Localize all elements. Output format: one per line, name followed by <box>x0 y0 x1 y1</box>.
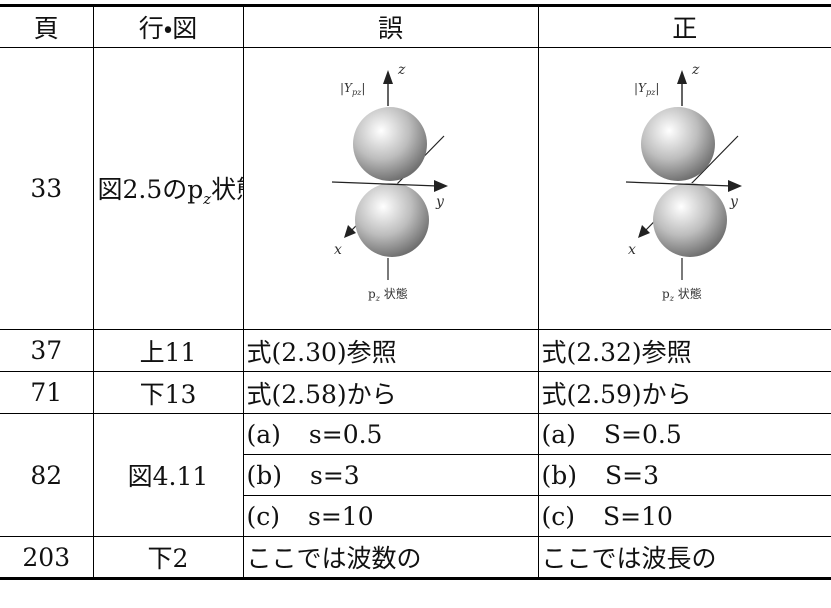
text: |Y <box>634 81 647 95</box>
header-row: 頁 行・図 誤 正 <box>0 5 831 48</box>
right-cell: (b) S=3 <box>537 454 831 496</box>
item-label: (a) <box>246 419 281 449</box>
text: p <box>368 287 376 301</box>
arrow <box>727 179 742 192</box>
text: 図2.5のp <box>97 174 204 204</box>
header-cell: 正 <box>537 5 831 48</box>
figure-label: |Ypz| <box>340 81 365 97</box>
figure-caption: pz 状態 <box>662 287 702 303</box>
item-label: (a) <box>541 419 576 449</box>
item-value: s=10 <box>308 501 374 531</box>
item-value: S=3 <box>605 460 659 490</box>
row: 71 下13 式(2.58)から 式(2.59)から <box>0 371 831 414</box>
figure-cell: |Ypz| z y x pz 状態 <box>242 47 539 330</box>
sphere <box>352 106 427 181</box>
wrong-cell: 式(2.58)から <box>242 371 539 414</box>
right-cell: (a) S=0.5 <box>537 413 831 455</box>
figure-cell: |Ypz| z y x pz 状態 <box>537 47 831 330</box>
subscript: pz <box>646 88 656 97</box>
line-cell: 図2.5のpz状態 <box>92 47 244 330</box>
wrong-cell: (b) s=3 <box>243 454 539 496</box>
right-cell: 式(2.32)参照 <box>537 329 831 372</box>
arrow <box>637 224 650 238</box>
row: 82 図4.11 (a) s=0.5 (a) S=0.5 <box>0 413 831 537</box>
right-cell: 式(2.59)から <box>537 371 831 414</box>
arrow <box>343 224 356 238</box>
sphere <box>640 106 715 181</box>
item-label: (b) <box>246 460 283 490</box>
page-cell: 37 <box>0 329 94 372</box>
page-cell: 203 <box>0 536 94 579</box>
arrow <box>676 69 687 84</box>
wrong-cell: 式(2.30)参照 <box>242 329 539 372</box>
wrong-cell: ここでは波数の <box>242 536 539 579</box>
row: 37 上11 式(2.30)参照 式(2.32)参照 <box>0 329 831 372</box>
axis-label: y <box>729 194 739 210</box>
line-cell: 下2 <box>92 536 244 579</box>
header-cell: 頁 <box>0 5 94 48</box>
text: p <box>662 287 670 301</box>
header-cell: 行・図 <box>92 5 244 48</box>
item-label: (c) <box>246 501 281 531</box>
item-value: S=10 <box>603 501 673 531</box>
item-label: (c) <box>541 501 576 531</box>
arrow <box>382 69 393 84</box>
axis-label: y <box>435 194 445 210</box>
subscript: z <box>374 294 380 303</box>
right-cell: (c) S=10 <box>537 495 831 537</box>
figure-label: |Ypz| <box>634 81 659 97</box>
text: 状態 <box>379 287 407 301</box>
arrow <box>433 179 448 192</box>
item-value: S=0.5 <box>603 419 682 449</box>
subscript: pz <box>351 88 361 97</box>
page-cell: 33 <box>0 47 94 330</box>
y-axis <box>331 180 438 187</box>
text: | <box>655 81 659 95</box>
text: | <box>361 81 365 95</box>
item-value: s=3 <box>310 460 360 490</box>
axis-label: x <box>334 242 342 258</box>
line-cell: 図4.11 <box>92 413 244 537</box>
subscript: z <box>203 189 212 208</box>
right-cell: ここでは波長の <box>537 536 831 579</box>
text: 状態 <box>211 174 242 204</box>
line-cell: 下13 <box>92 371 244 414</box>
subscript: z <box>668 294 674 303</box>
wrong-cell: (a) s=0.5 <box>242 413 539 455</box>
axis-label: z <box>691 62 700 78</box>
row: (b) s=3 (b) S=3 <box>0 454 831 496</box>
page-cell: 82 <box>0 413 94 537</box>
text: 状態 <box>674 287 702 301</box>
sphere <box>354 182 429 257</box>
axis-label: x <box>628 242 636 258</box>
page-cell: 71 <box>0 371 94 414</box>
y-axis <box>625 180 732 187</box>
row: 203 下2 ここでは波数の ここでは波長の <box>0 536 831 579</box>
line-cell: 上11 <box>92 329 244 372</box>
row: (c) s=10 (c) S=10 <box>0 495 831 537</box>
wrong-cell: (c) s=10 <box>243 495 539 537</box>
item-value: s=0.5 <box>308 419 383 449</box>
figure-caption: pz 状態 <box>368 287 408 303</box>
text: |Y <box>340 81 353 95</box>
sphere <box>652 182 727 257</box>
axis-label: z <box>397 62 406 78</box>
item-label: (b) <box>541 460 578 490</box>
header-cell: 誤 <box>242 5 539 48</box>
